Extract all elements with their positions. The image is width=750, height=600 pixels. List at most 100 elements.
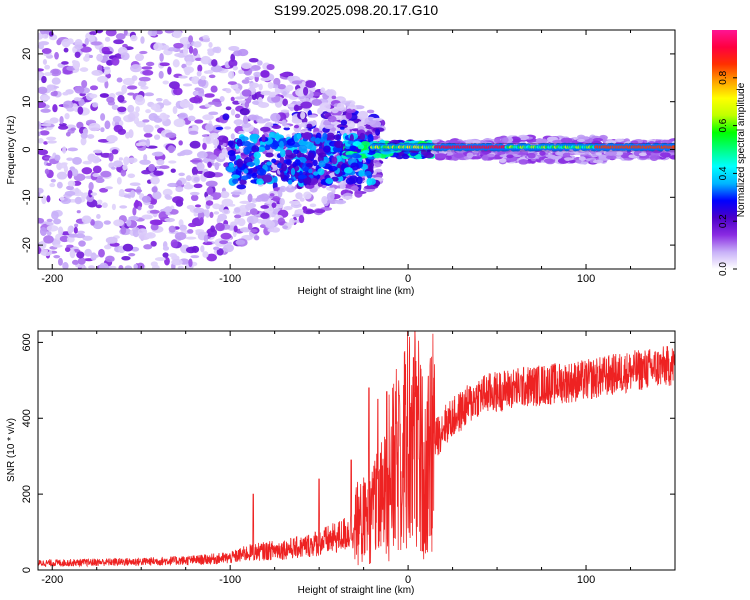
spectrogram-cell	[165, 132, 177, 139]
spectrogram-cell	[282, 225, 289, 230]
spectrogram-cell	[218, 152, 225, 160]
spectrogram-cell	[125, 132, 131, 139]
spectrogram-cell	[207, 195, 214, 200]
spectrogram-cell	[291, 80, 303, 85]
spectrogram-cell	[163, 99, 169, 104]
spectrogram-cell	[239, 107, 250, 116]
spectrogram-cell	[305, 141, 313, 150]
spectrogram-cell	[280, 171, 285, 179]
spectrogram-cell	[52, 69, 60, 75]
spectrogram-cell	[253, 151, 261, 159]
spectrogram-cell	[167, 66, 172, 75]
spectrogram-cell	[518, 159, 529, 165]
spectrogram-cell	[228, 46, 240, 51]
spectrogram-cell	[336, 97, 346, 101]
spectrogram-cell	[41, 75, 47, 84]
spectrogram-cell	[88, 189, 93, 198]
spectrogram-cell	[234, 207, 241, 213]
spectrogram-cell	[143, 244, 153, 250]
spectrogram-y-ticks: -20 -10 0 10 20	[21, 48, 675, 253]
spectrogram-cell	[203, 234, 209, 243]
spectrogram-cell	[230, 96, 235, 102]
spectrogram-cell	[38, 86, 48, 95]
spectrogram-cell	[326, 132, 336, 141]
spectrogram-cell	[50, 178, 56, 183]
spectrogram-cell	[210, 85, 218, 93]
spectrogram-cell	[320, 87, 326, 94]
spectrogram-cell	[64, 190, 76, 197]
spectrogram-cell	[267, 228, 274, 233]
spectrogram-cell	[230, 109, 236, 116]
spectrogram-cell	[131, 75, 138, 81]
spectrogram-cell	[140, 36, 145, 44]
spectrogram-cell	[228, 162, 235, 168]
snr-y-axis-label: SNR (10 * v/v)	[6, 418, 17, 482]
spectrogram-cell	[214, 162, 220, 171]
spectrogram-cell	[289, 200, 298, 204]
spectrogram-cell	[103, 244, 112, 250]
spectrogram-cell	[246, 215, 259, 225]
spectrogram-cell	[204, 93, 215, 98]
spectrogram-cell	[110, 166, 116, 170]
spectrogram-cell	[186, 204, 195, 210]
spectrogram-cell	[260, 77, 271, 82]
spectrogram-cell	[76, 251, 85, 259]
spectrogram-cell	[238, 130, 245, 134]
spectrogram-x-tick-label: -200	[41, 273, 63, 285]
spectrogram-cell	[182, 83, 193, 87]
spectrogram-cell	[154, 124, 160, 129]
spectrogram-cell	[345, 108, 356, 114]
spectrogram-cell	[173, 118, 186, 128]
spectrogram-cell	[134, 53, 145, 62]
spectrogram-cell	[339, 183, 346, 190]
spectrogram-cell	[310, 136, 316, 142]
snr-x-tick-label: -200	[41, 574, 63, 586]
colorbar-tick-label: 0.6	[718, 118, 729, 132]
spectrogram-cell	[188, 222, 197, 228]
spectrogram-cell	[188, 45, 194, 54]
spectrogram-cell	[39, 30, 52, 36]
spectrogram-cell	[354, 189, 363, 198]
spectrogram-cell	[96, 53, 104, 62]
spectrogram-cell	[674, 155, 675, 157]
spectrogram-cell	[67, 225, 73, 235]
spectrogram-cell	[279, 140, 284, 149]
spectrogram-cell	[100, 127, 105, 133]
spectrogram-cell	[249, 208, 258, 216]
spectrogram-cell	[150, 261, 158, 267]
spectrogram-cell	[67, 169, 73, 179]
spectrogram-cell	[255, 197, 263, 202]
spectrogram-cell	[354, 154, 362, 159]
spectrogram-cell	[115, 33, 126, 40]
spectrogram-cell	[51, 210, 59, 220]
spectrogram-cell	[59, 116, 64, 125]
spectrogram-cell	[189, 140, 201, 149]
spectrogram-cell	[208, 41, 213, 48]
spectrogram-cell	[287, 179, 293, 185]
spectrogram-cell	[221, 198, 234, 207]
spectrogram-cell	[142, 119, 150, 123]
spectrogram-cell	[42, 97, 49, 101]
spectrogram-cell	[205, 180, 218, 187]
spectrogram-cell	[74, 196, 82, 205]
spectrogram-cell	[543, 158, 554, 164]
spectrogram-cell	[257, 60, 263, 66]
spectrogram-cell	[156, 158, 165, 166]
spectrogram-cell	[56, 181, 63, 189]
spectrogram-cell	[38, 121, 42, 130]
spectrogram-cell	[162, 252, 169, 258]
spectrogram-cell	[401, 153, 410, 160]
spectrogram-cell	[300, 111, 306, 120]
spectrogram-cell	[61, 38, 71, 48]
spectrogram-cell	[308, 168, 313, 174]
spectrogram-cell	[680, 153, 687, 158]
spectrogram-cell	[88, 54, 93, 58]
spectrogram-cell	[220, 232, 232, 240]
spectrogram-cell	[122, 77, 135, 86]
spectrogram-cell	[202, 114, 214, 121]
spectrogram-cell	[80, 132, 88, 139]
spectrogram-cell	[66, 157, 74, 161]
spectrogram-cell	[68, 233, 79, 238]
spectrogram-cell	[171, 258, 183, 266]
spectrogram-cell	[59, 122, 67, 127]
